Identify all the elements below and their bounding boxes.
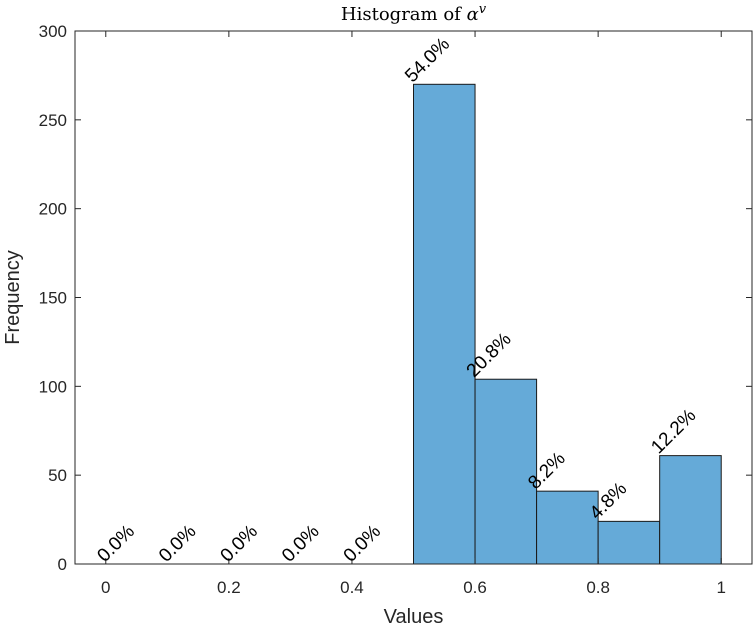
data-labels-layer: 0.0% 0.0% 0.0% 0.0% 0.0%54.0%20.8%8.2%4.8%12… [93, 34, 700, 567]
bar-percent-label-5: 54.0% [401, 34, 454, 87]
y-tick-label-1: 50 [48, 466, 67, 485]
y-tick-label-4: 200 [39, 200, 67, 219]
chart-title-superscript: v [479, 2, 487, 17]
chart-title-text: Histogram of [341, 4, 467, 25]
bar-percent-label-9: 12.2% [647, 405, 700, 458]
histogram-bar-8 [597, 520, 661, 565]
histogram-bar-6 [474, 378, 538, 565]
y-tick-label-6: 300 [39, 22, 67, 41]
x-tick-label-4: 0.8 [586, 578, 610, 597]
chart-title-symbol: α [467, 4, 479, 25]
bar-percent-label-2: 0.0% [217, 521, 263, 567]
y-tick-label-0: 0 [58, 555, 67, 574]
x-tick-label-2: 0.4 [340, 578, 364, 597]
x-axis-label: Values [384, 606, 444, 628]
ticks-layer: 0 0.2 0.4 0.6 0.8 1 0 50 100 150 200 250 300 [39, 22, 752, 597]
chart-title: Histogram of αv [341, 2, 487, 25]
bars-layer [413, 83, 722, 565]
histogram-bar-7 [536, 490, 599, 565]
x-tick-label-5: 1 [716, 578, 725, 597]
bar-percent-label-8: 4.8% [586, 478, 632, 524]
x-tick-label-1: 0.2 [217, 578, 241, 597]
histogram-bar-9 [659, 455, 722, 565]
y-axis-label: Frequency [2, 250, 24, 345]
y-tick-label-3: 150 [39, 289, 67, 308]
bar-percent-label-1: 0.0% [155, 521, 201, 567]
bar-percent-label-4: 0.0% [340, 521, 386, 567]
bar-percent-label-0: 0.0% [93, 521, 139, 567]
y-tick-label-5: 250 [39, 111, 67, 130]
x-tick-label-3: 0.6 [463, 578, 487, 597]
histogram-bar-5 [413, 83, 476, 565]
bar-percent-label-3: 0.0% [278, 521, 324, 567]
x-tick-label-0: 0 [101, 578, 110, 597]
y-tick-label-2: 100 [39, 377, 67, 396]
